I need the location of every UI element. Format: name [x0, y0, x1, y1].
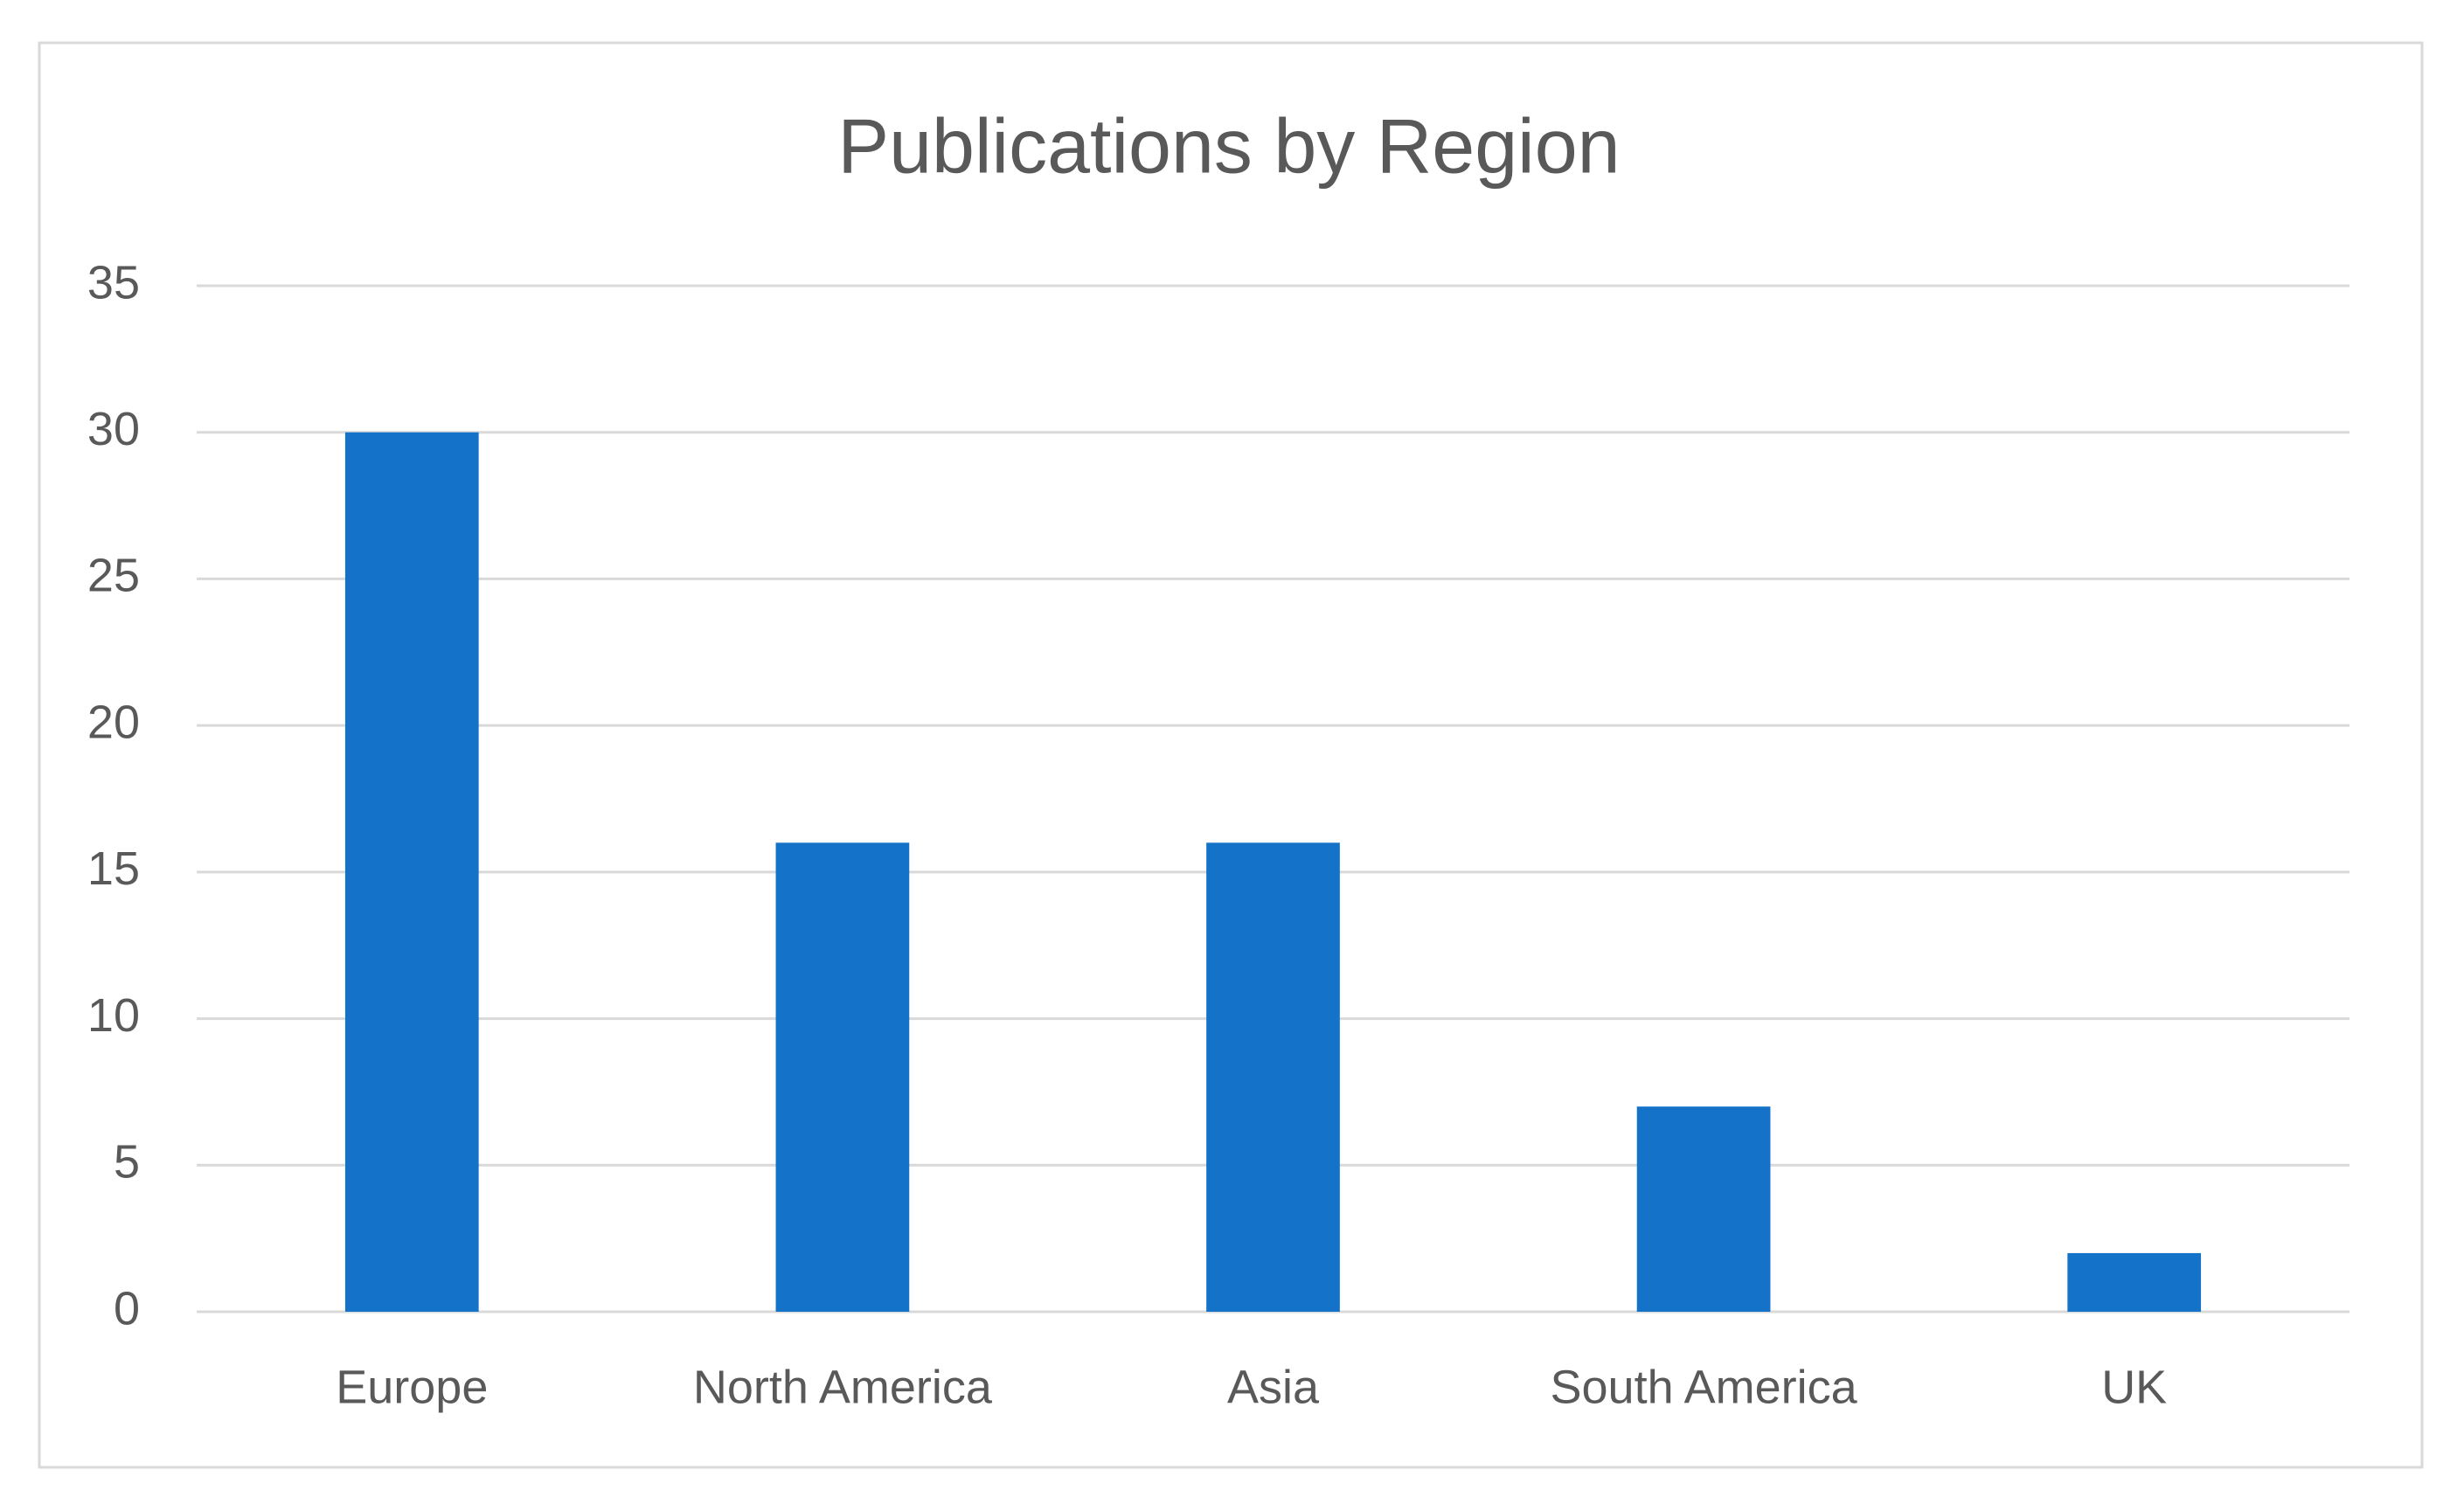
y-tick-label: 25 — [87, 550, 140, 602]
y-tick-label: 20 — [87, 696, 140, 748]
y-tick-label: 35 — [87, 256, 140, 308]
y-tick-label: 10 — [87, 989, 140, 1042]
x-tick-label: UK — [2101, 1361, 2167, 1413]
x-tick-label: Asia — [1227, 1361, 1320, 1413]
y-tick-label: 0 — [114, 1282, 140, 1334]
y-tick-label: 5 — [114, 1136, 140, 1189]
bar — [1206, 842, 1340, 1312]
bar — [775, 842, 910, 1312]
x-tick-label: North America — [693, 1361, 993, 1413]
y-tick-label: 15 — [87, 842, 140, 895]
chart-title: Publications by Region — [837, 102, 1620, 189]
bar — [1636, 1106, 1771, 1312]
x-tick-label: Europe — [336, 1361, 488, 1413]
bar — [344, 432, 479, 1312]
x-tick-label: South America — [1551, 1361, 1858, 1413]
bar — [2067, 1252, 2202, 1312]
y-tick-label: 30 — [87, 403, 140, 455]
